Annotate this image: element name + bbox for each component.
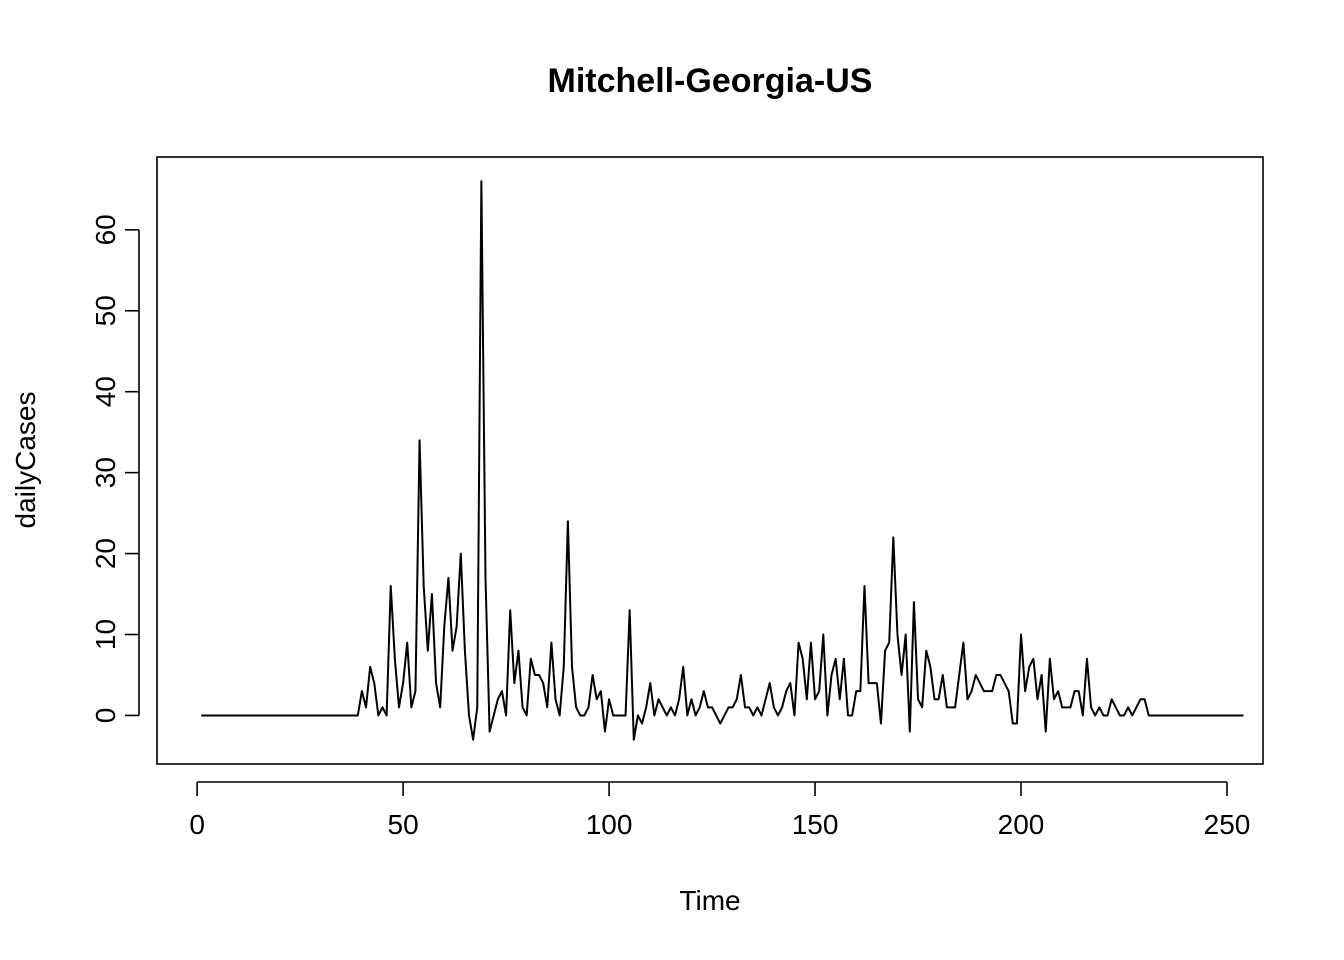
x-axis-label: Time bbox=[679, 885, 740, 916]
daily-cases-series-line bbox=[201, 180, 1244, 741]
chart-title: Mitchell-Georgia-US bbox=[548, 62, 873, 100]
x-tick-label: 150 bbox=[792, 809, 839, 840]
y-tick-label: 20 bbox=[90, 538, 121, 569]
x-tick-label: 250 bbox=[1204, 809, 1251, 840]
y-tick-label: 40 bbox=[90, 376, 121, 407]
y-axis: 0 10 20 30 40 50 60 bbox=[90, 214, 140, 724]
y-tick-label: 10 bbox=[90, 619, 121, 650]
x-tick-label: 100 bbox=[586, 809, 633, 840]
plot-area bbox=[156, 156, 1264, 765]
y-tick-label: 50 bbox=[90, 295, 121, 326]
y-axis-label: dailyCases bbox=[10, 392, 41, 529]
x-tick-label: 0 bbox=[189, 809, 205, 840]
x-axis: 0 50 100 150 200 250 bbox=[189, 781, 1251, 840]
x-tick-label: 50 bbox=[388, 809, 419, 840]
y-tick-label: 30 bbox=[90, 457, 121, 488]
y-tick-label: 0 bbox=[90, 708, 121, 724]
x-tick-label: 200 bbox=[998, 809, 1045, 840]
y-tick-label: 60 bbox=[90, 214, 121, 245]
